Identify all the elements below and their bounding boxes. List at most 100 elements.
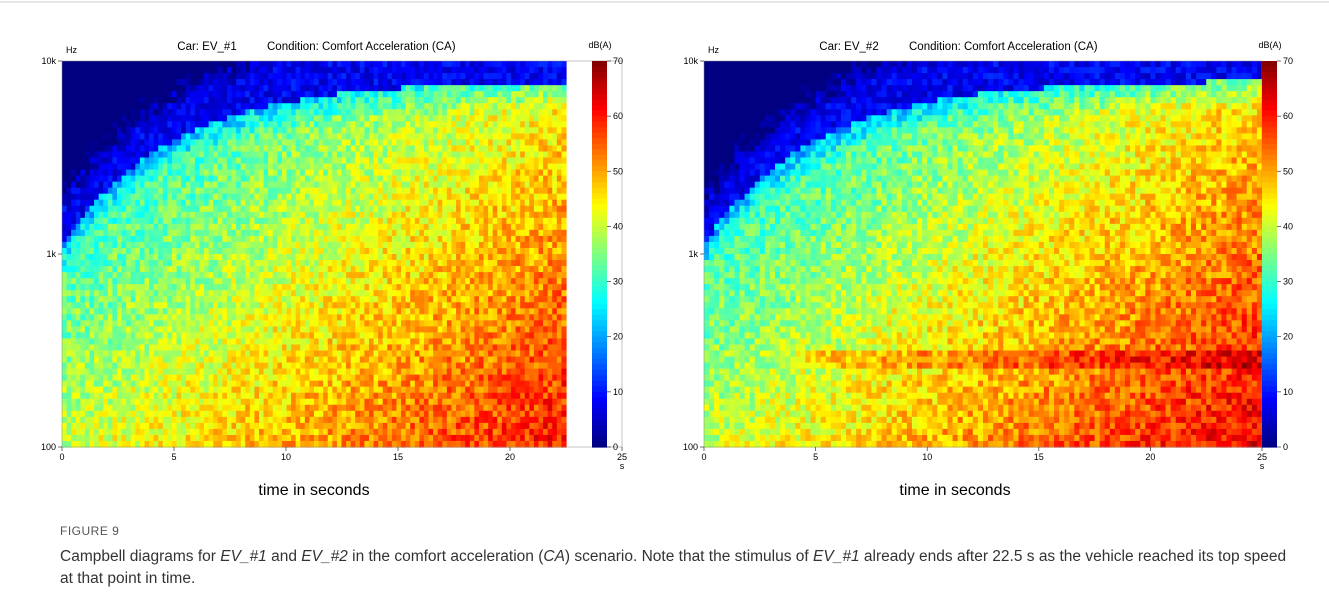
spectrogram-cell <box>378 266 384 273</box>
spectrogram-cell <box>153 163 159 171</box>
spectrogram-cell <box>364 284 370 291</box>
spectrogram-cell <box>249 109 256 116</box>
spectrogram-cell <box>277 229 283 237</box>
spectrogram-cell <box>208 193 214 201</box>
spectrogram-cell <box>336 350 343 358</box>
spectrogram-cell <box>240 91 246 98</box>
spectrogram-cell <box>341 205 347 213</box>
spectrogram-cell <box>135 97 141 104</box>
spectrogram-cell <box>208 157 214 165</box>
spectrogram-cell <box>107 85 113 92</box>
spectrogram-cell <box>245 91 251 98</box>
spectrogram-cell <box>295 163 301 171</box>
spectrogram-cell <box>378 79 384 86</box>
spectrogram-cell <box>240 260 246 267</box>
spectrogram-cell <box>327 139 333 147</box>
spectrogram-cell <box>107 290 113 297</box>
spectrogram-cell <box>368 127 375 134</box>
spectrogram-cell <box>80 103 86 110</box>
spectrogram-cell <box>199 223 205 231</box>
spectrogram-cell <box>194 326 201 334</box>
spectrogram-cell <box>121 368 127 376</box>
spectrogram-cell <box>176 127 182 134</box>
spectrogram-cell <box>226 290 233 297</box>
spectrogram-cell <box>62 350 68 358</box>
spectrogram-cell <box>263 422 269 430</box>
spectrogram-cell <box>171 380 178 388</box>
spectrogram-cell <box>314 223 320 231</box>
spectrogram-cell <box>240 145 246 153</box>
spectrogram-cell <box>139 181 146 189</box>
spectrogram-cell <box>84 392 91 400</box>
spectrogram-cell <box>286 151 292 159</box>
spectrogram-cell <box>167 362 173 370</box>
spectrogram-cell <box>332 133 338 141</box>
spectrogram-cell <box>323 217 329 225</box>
spectrogram-cell <box>364 434 370 442</box>
spectrogram-cell <box>194 115 201 122</box>
spectrogram-cell <box>144 103 150 110</box>
spectrogram-cell <box>382 356 388 364</box>
spectrogram-cell <box>107 127 113 134</box>
spectrogram-cell <box>185 416 191 424</box>
spectrogram-cell <box>350 392 356 400</box>
spectrogram-cell <box>249 229 256 237</box>
spectrogram-cell <box>286 79 292 86</box>
spectrogram-cell <box>80 266 86 273</box>
spectrogram-cell <box>135 133 141 141</box>
spectrogram-cell <box>75 266 81 273</box>
spectrogram-cell <box>185 314 191 321</box>
spectrogram-cell <box>318 73 324 80</box>
spectrogram-cell <box>387 332 393 340</box>
spectrogram-cell <box>116 434 123 442</box>
spectrogram-cell <box>153 260 159 267</box>
spectrogram-cell <box>199 73 205 80</box>
spectrogram-cell <box>245 332 251 340</box>
spectrogram-cell <box>80 350 86 358</box>
spectrogram-cell <box>405 187 411 195</box>
spectrogram-cell <box>318 67 324 74</box>
spectrogram-cell <box>80 434 86 442</box>
spectrogram-cell <box>350 211 356 219</box>
spectrogram-cell <box>378 151 384 159</box>
spectrogram-cell <box>249 386 256 394</box>
spectrogram-cell <box>84 290 91 297</box>
spectrogram-cell <box>259 169 265 177</box>
spectrogram-cell <box>359 169 365 177</box>
spectrogram-cell <box>391 362 398 370</box>
spectrogram-cell <box>236 247 242 255</box>
spectrogram-cell <box>135 278 141 285</box>
spectrogram-cell <box>176 332 182 340</box>
spectrogram-cell <box>364 338 370 346</box>
spectrogram-cell <box>103 278 109 285</box>
spectrogram-cell <box>281 187 288 195</box>
spectrogram-cell <box>373 362 379 370</box>
spectrogram-cell <box>309 284 315 291</box>
spectrogram-cell <box>226 314 233 321</box>
spectrogram-cell <box>190 211 196 219</box>
spectrogram-cell <box>98 169 104 177</box>
spectrogram-cell <box>135 344 141 352</box>
spectrogram-cell <box>162 181 168 189</box>
spectrogram-cell <box>222 374 228 382</box>
spectrogram-cell <box>66 356 72 364</box>
spectrogram-cell <box>382 350 388 358</box>
spectrogram-cell <box>391 356 398 364</box>
spectrogram-cell <box>254 398 260 406</box>
spectrogram-cell <box>217 350 223 358</box>
spectrogram-cell <box>387 368 393 376</box>
spectrogram-cell <box>355 241 361 249</box>
spectrogram-cell <box>89 187 95 195</box>
spectrogram-cell <box>401 109 407 116</box>
spectrogram-cell <box>126 368 132 376</box>
spectrogram-cell <box>185 187 191 195</box>
spectrogram-cell <box>359 398 365 406</box>
spectrogram-cell <box>268 410 274 418</box>
spectrogram-cell <box>75 181 81 189</box>
spectrogram-cell <box>249 61 256 68</box>
spectrogram-cell <box>126 290 132 297</box>
spectrogram-cell <box>378 416 384 424</box>
spectrogram-cell <box>213 91 219 98</box>
spectrogram-cell <box>318 332 324 340</box>
spectrogram-cell <box>318 235 324 243</box>
